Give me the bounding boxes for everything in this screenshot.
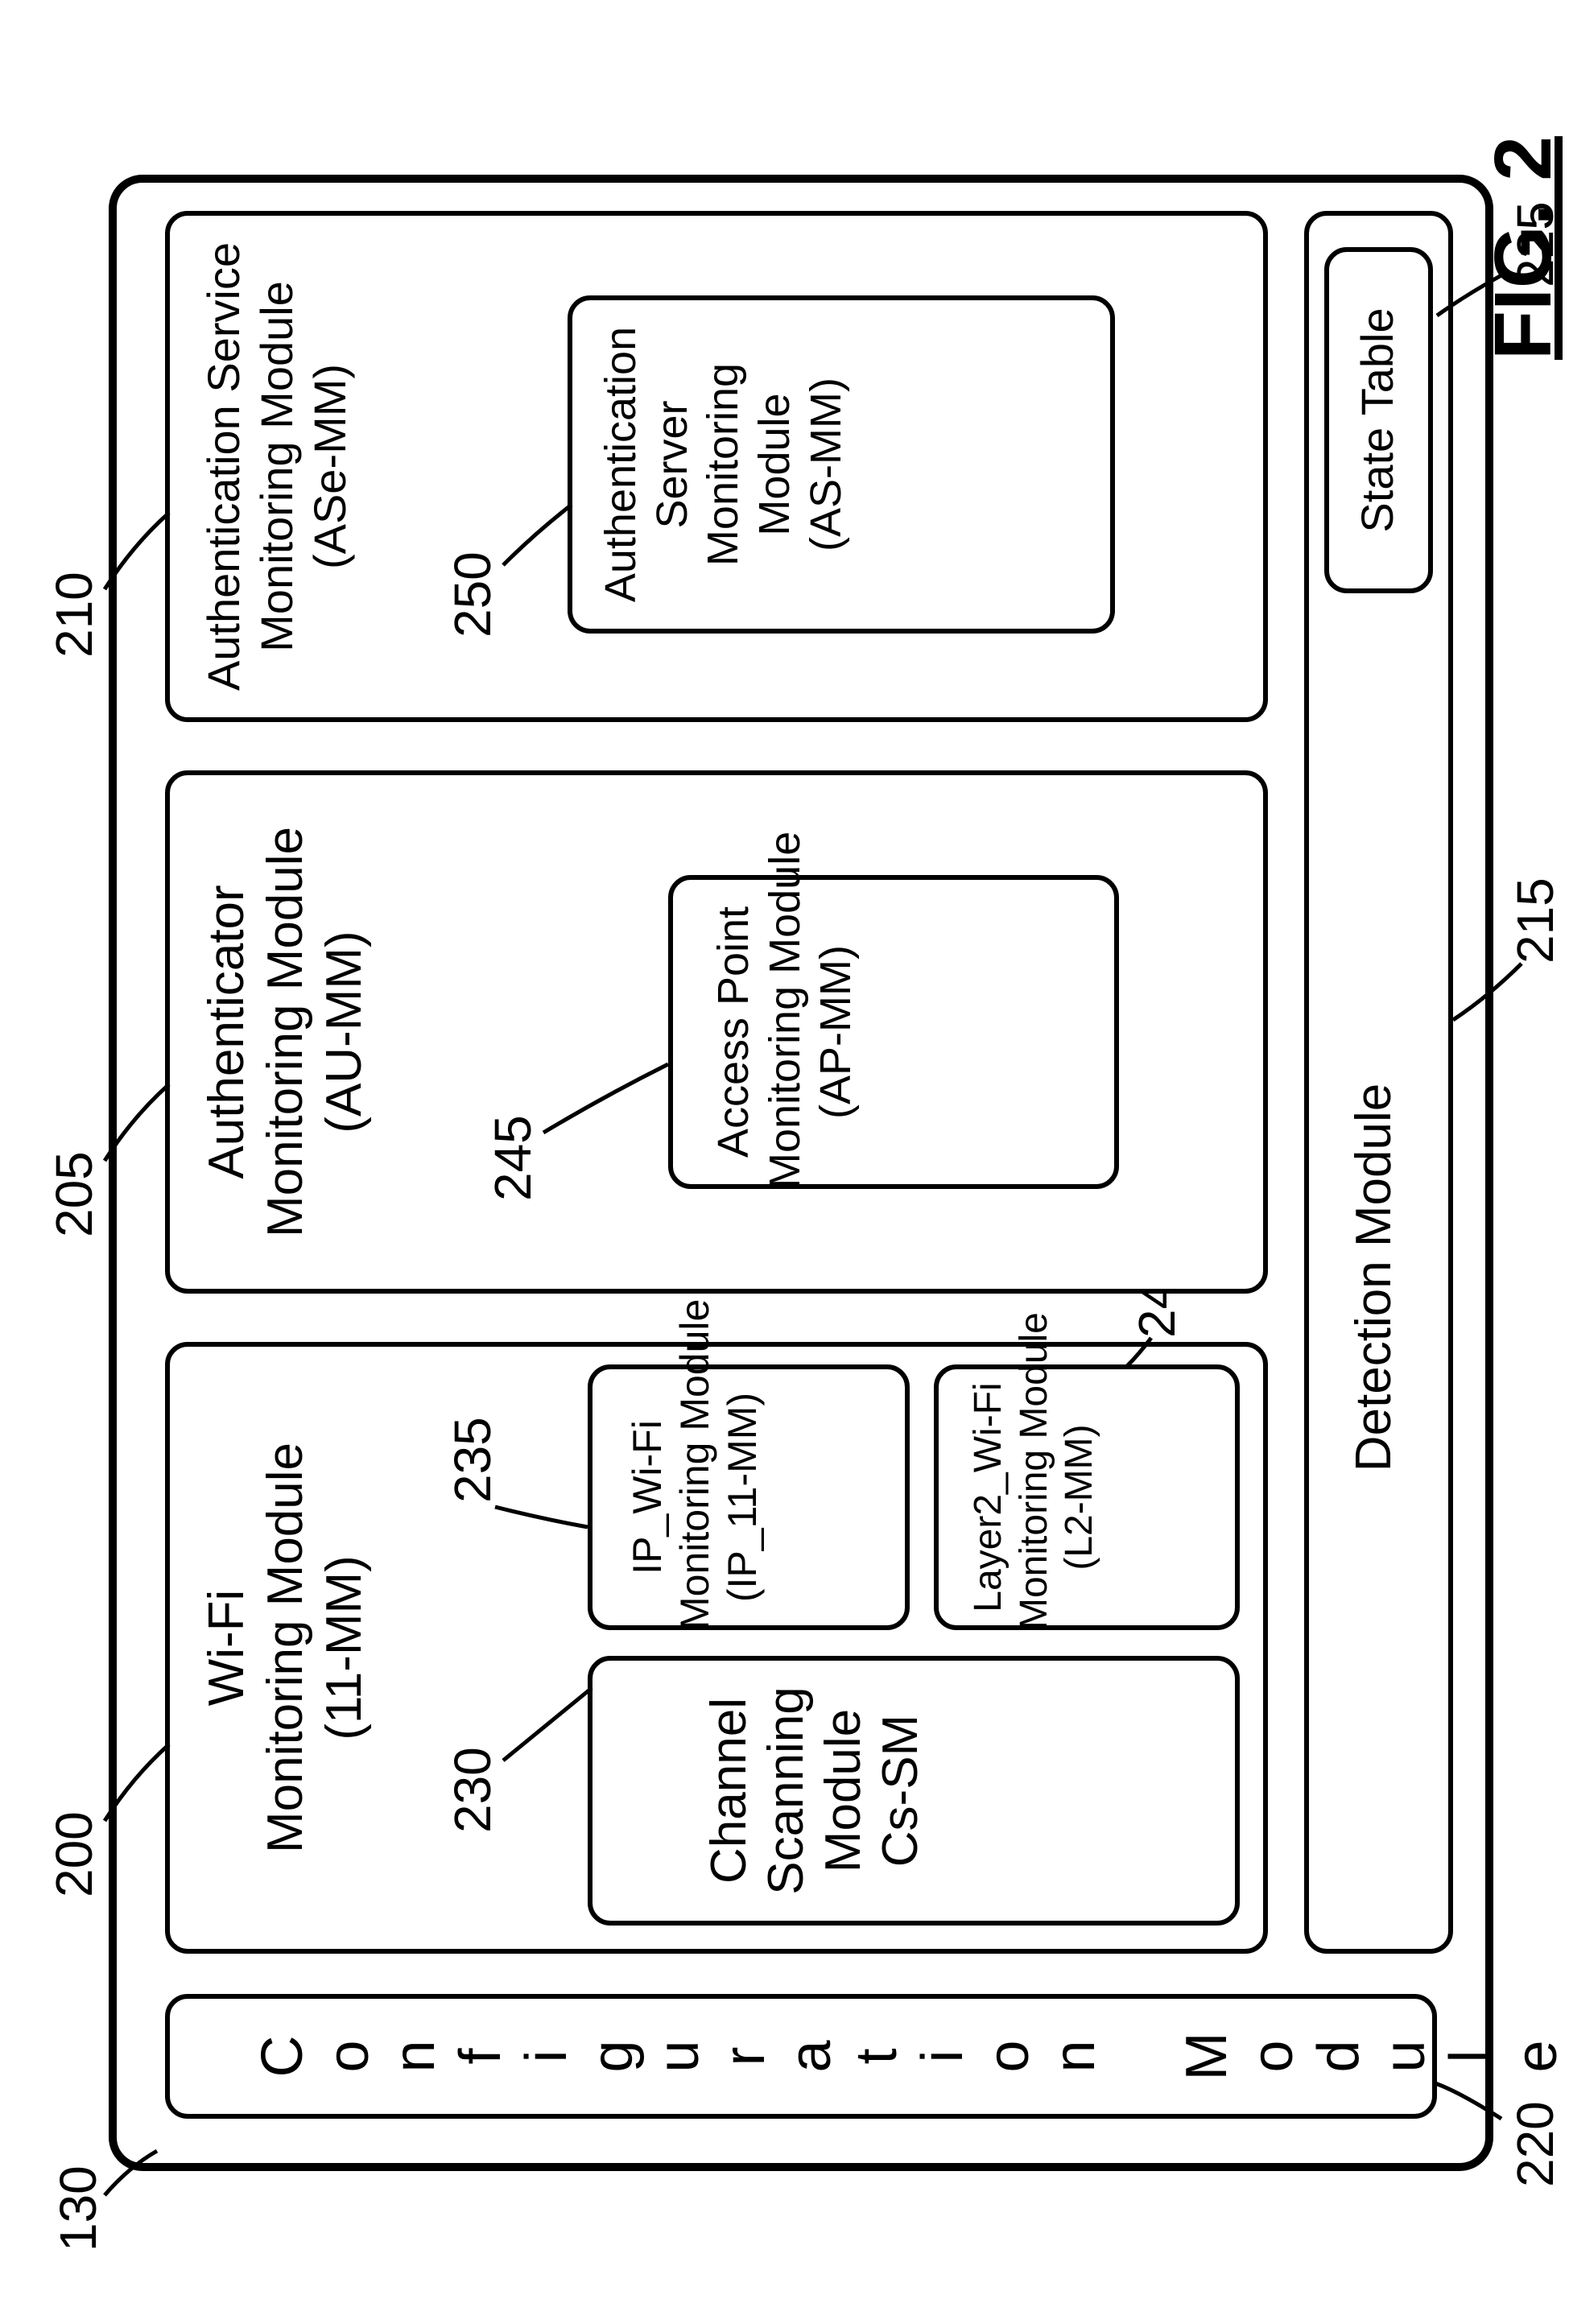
diagram-canvas: 130 Configuration Module 220 Wi-Fi Monit… — [0, 0, 1569, 2324]
figure-label: FIG. 2 — [1477, 136, 1569, 360]
leader-225 — [0, 70, 1569, 2324]
